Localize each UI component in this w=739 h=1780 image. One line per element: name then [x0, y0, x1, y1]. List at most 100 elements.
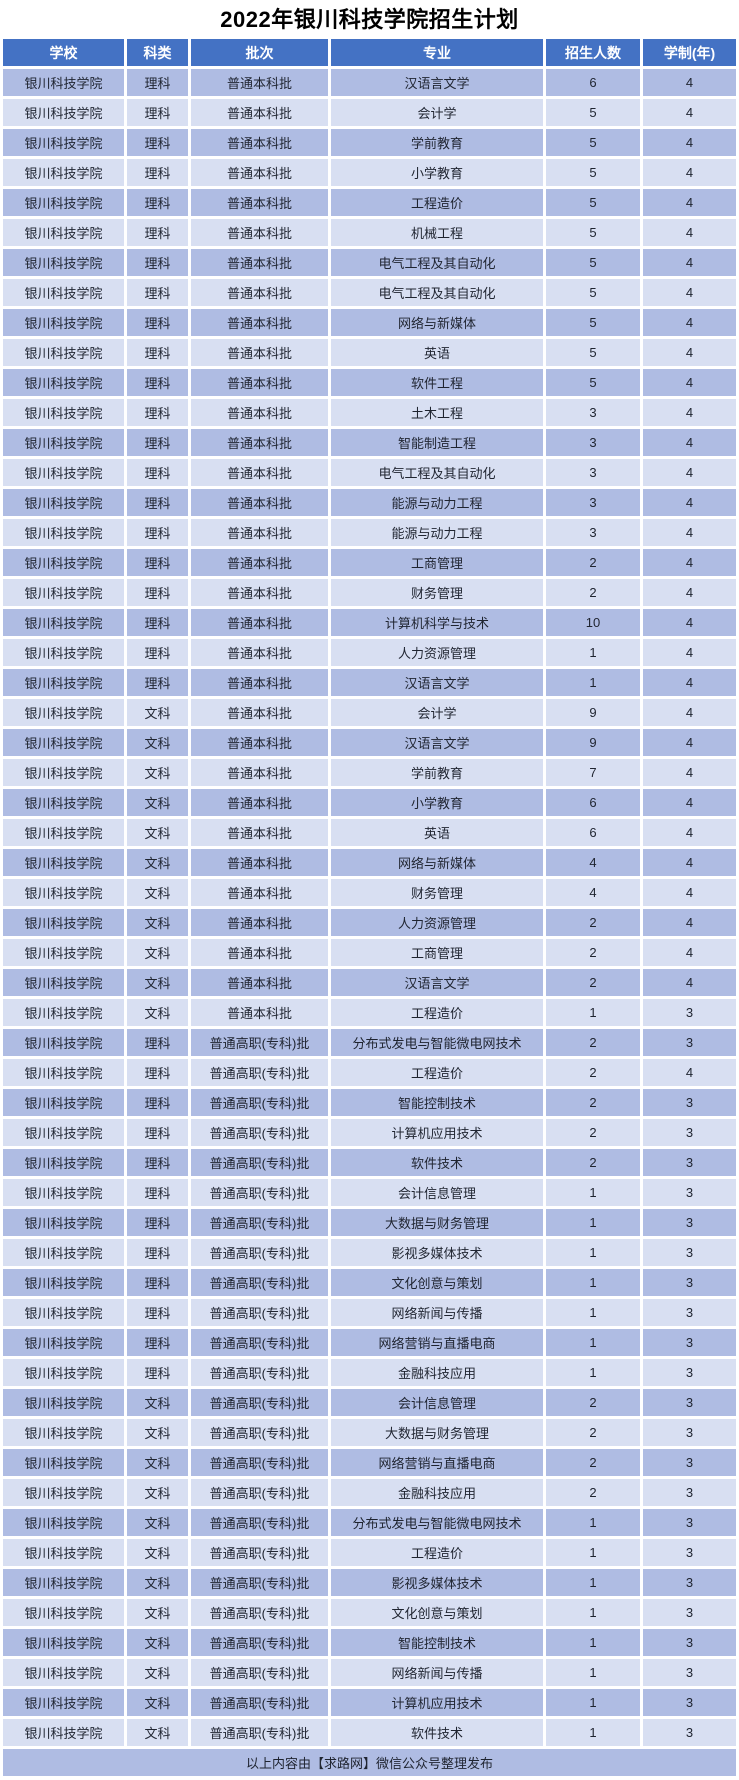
table-row: 银川科技学院 理科 普通高职(专科)批 大数据与财务管理 1 3	[3, 1209, 736, 1236]
table-cell: 银川科技学院	[3, 1209, 124, 1236]
table-cell: 普通高职(专科)批	[191, 1689, 328, 1716]
table-cell: 普通高职(专科)批	[191, 1029, 328, 1056]
table-cell: 银川科技学院	[3, 309, 124, 336]
table-cell: 普通本科批	[191, 609, 328, 636]
table-cell: 普通本科批	[191, 489, 328, 516]
table-cell: 银川科技学院	[3, 609, 124, 636]
table-cell: 普通本科批	[191, 939, 328, 966]
table-cell: 文科	[127, 1689, 188, 1716]
table-cell: 机械工程	[331, 219, 543, 246]
table-cell: 3	[643, 1269, 736, 1296]
table-cell: 3	[643, 1029, 736, 1056]
table-cell: 银川科技学院	[3, 369, 124, 396]
table-cell: 理科	[127, 1269, 188, 1296]
table-cell: 普通本科批	[191, 69, 328, 96]
table-cell: 会计信息管理	[331, 1179, 543, 1206]
table-cell: 理科	[127, 609, 188, 636]
table-cell: 银川科技学院	[3, 339, 124, 366]
table-cell: 1	[546, 669, 640, 696]
table-cell: 银川科技学院	[3, 159, 124, 186]
table-cell: 普通高职(专科)批	[191, 1389, 328, 1416]
table-cell: 普通本科批	[191, 999, 328, 1026]
table-cell: 电气工程及其自动化	[331, 249, 543, 276]
table-cell: 4	[643, 1059, 736, 1086]
table-cell: 2	[546, 1059, 640, 1086]
table-cell: 普通本科批	[191, 459, 328, 486]
table-cell: 普通高职(专科)批	[191, 1329, 328, 1356]
table-row: 银川科技学院 理科 普通本科批 土木工程 3 4	[3, 399, 736, 426]
table-row: 银川科技学院 理科 普通高职(专科)批 金融科技应用 1 3	[3, 1359, 736, 1386]
table-cell: 银川科技学院	[3, 1599, 124, 1626]
table-cell: 1	[546, 1599, 640, 1626]
table-cell: 文科	[127, 879, 188, 906]
table-cell: 银川科技学院	[3, 1329, 124, 1356]
table-cell: 银川科技学院	[3, 459, 124, 486]
table-cell: 网络营销与直播电商	[331, 1449, 543, 1476]
table-cell: 理科	[127, 1209, 188, 1236]
table-cell: 银川科技学院	[3, 1149, 124, 1176]
table-cell: 4	[643, 669, 736, 696]
table-cell: 文科	[127, 819, 188, 846]
table-row: 银川科技学院 文科 普通本科批 小学教育 6 4	[3, 789, 736, 816]
table-cell: 普通高职(专科)批	[191, 1089, 328, 1116]
table-row: 银川科技学院 文科 普通高职(专科)批 影视多媒体技术 1 3	[3, 1569, 736, 1596]
table-cell: 英语	[331, 339, 543, 366]
table-cell: 智能制造工程	[331, 429, 543, 456]
table-cell: 10	[546, 609, 640, 636]
table-cell: 4	[643, 519, 736, 546]
table-cell: 银川科技学院	[3, 699, 124, 726]
table-cell: 大数据与财务管理	[331, 1209, 543, 1236]
table-cell: 7	[546, 759, 640, 786]
table-cell: 银川科技学院	[3, 1479, 124, 1506]
table-cell: 银川科技学院	[3, 1119, 124, 1146]
table-cell: 影视多媒体技术	[331, 1569, 543, 1596]
table-cell: 4	[546, 879, 640, 906]
table-cell: 4	[643, 939, 736, 966]
table-cell: 普通高职(专科)批	[191, 1719, 328, 1746]
table-row: 银川科技学院 文科 普通高职(专科)批 计算机应用技术 1 3	[3, 1689, 736, 1716]
table-cell: 小学教育	[331, 159, 543, 186]
table-row: 银川科技学院 理科 普通本科批 计算机科学与技术 10 4	[3, 609, 736, 636]
table-cell: 财务管理	[331, 579, 543, 606]
table-cell: 1	[546, 1269, 640, 1296]
table-cell: 软件技术	[331, 1719, 543, 1746]
table-row: 银川科技学院 文科 普通本科批 会计学 9 4	[3, 699, 736, 726]
table-cell: 3	[643, 1569, 736, 1596]
table-cell: 4	[546, 849, 640, 876]
table-cell: 土木工程	[331, 399, 543, 426]
table-cell: 普通本科批	[191, 759, 328, 786]
table-cell: 3	[643, 1299, 736, 1326]
table-row: 银川科技学院 理科 普通高职(专科)批 智能控制技术 2 3	[3, 1089, 736, 1116]
table-cell: 文化创意与策划	[331, 1599, 543, 1626]
table-cell: 5	[546, 129, 640, 156]
table-cell: 软件技术	[331, 1149, 543, 1176]
table-cell: 1	[546, 1239, 640, 1266]
table-cell: 文科	[127, 1449, 188, 1476]
table-row: 银川科技学院 理科 普通本科批 会计学 5 4	[3, 99, 736, 126]
table-cell: 银川科技学院	[3, 399, 124, 426]
table-cell: 学前教育	[331, 759, 543, 786]
table-cell: 5	[546, 159, 640, 186]
table-row: 银川科技学院 文科 普通本科批 财务管理 4 4	[3, 879, 736, 906]
table-cell: 5	[546, 99, 640, 126]
table-cell: 5	[546, 339, 640, 366]
table-cell: 3	[643, 1239, 736, 1266]
table-cell: 4	[643, 789, 736, 816]
table-cell: 理科	[127, 159, 188, 186]
table-cell: 4	[643, 849, 736, 876]
table-cell: 银川科技学院	[3, 729, 124, 756]
table-row: 银川科技学院 理科 普通本科批 机械工程 5 4	[3, 219, 736, 246]
table-row: 银川科技学院 文科 普通本科批 工商管理 2 4	[3, 939, 736, 966]
table-cell: 银川科技学院	[3, 549, 124, 576]
table-row: 银川科技学院 理科 普通本科批 能源与动力工程 3 4	[3, 489, 736, 516]
table-cell: 普通本科批	[191, 369, 328, 396]
table-cell: 工商管理	[331, 939, 543, 966]
table-cell: 银川科技学院	[3, 1239, 124, 1266]
table-cell: 1	[546, 1689, 640, 1716]
table-cell: 理科	[127, 1359, 188, 1386]
table-cell: 文科	[127, 1719, 188, 1746]
table-cell: 理科	[127, 99, 188, 126]
table-cell: 4	[643, 699, 736, 726]
table-cell: 普通本科批	[191, 579, 328, 606]
table-cell: 1	[546, 1539, 640, 1566]
